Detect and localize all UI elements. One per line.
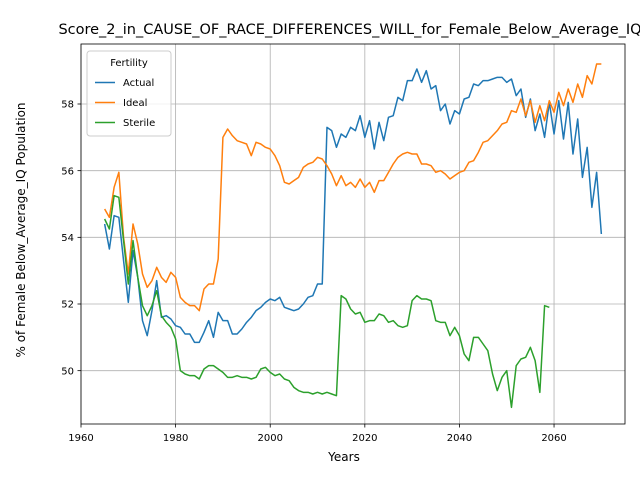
legend-title: Fertility [110, 58, 148, 69]
legend-box [86, 50, 172, 137]
x-tick-label: 2000 [257, 433, 282, 444]
x-tick-label: 1980 [163, 433, 188, 444]
legend-label-ideal: Ideal [123, 98, 147, 109]
x-tick-label: 2060 [541, 433, 566, 444]
x-axis-label: Years [327, 450, 360, 464]
chart-title: Score_2_in_CAUSE_OF_RACE_DIFFERENCES_WIL… [58, 22, 640, 38]
grid [80, 44, 625, 424]
series-line-sterile [103, 194, 550, 409]
plot-area [80, 43, 626, 425]
y-tick-label: 58 [61, 100, 74, 111]
legend: Fertility Actual Ideal Sterile [86, 50, 172, 137]
series-line-ideal [103, 63, 602, 312]
y-tick-label: 56 [61, 166, 74, 177]
series-line-actual [103, 68, 603, 344]
y-tick-label: 50 [61, 366, 74, 377]
y-tick-label: 54 [61, 233, 74, 244]
y-axis: 50 52 54 56 58 [61, 100, 81, 377]
x-axis: 1960 1980 2000 2020 2040 2060 [68, 424, 567, 444]
axes-frame [80, 43, 626, 425]
x-tick-label: 2040 [447, 433, 472, 444]
x-tick-label: 2020 [352, 433, 377, 444]
legend-label-sterile: Sterile [123, 118, 155, 129]
x-tick-label: 1960 [68, 433, 93, 444]
y-axis-label: % of Female Below_Average_IQ Population [14, 102, 28, 357]
legend-label-actual: Actual [123, 78, 154, 89]
y-tick-label: 52 [61, 300, 74, 311]
